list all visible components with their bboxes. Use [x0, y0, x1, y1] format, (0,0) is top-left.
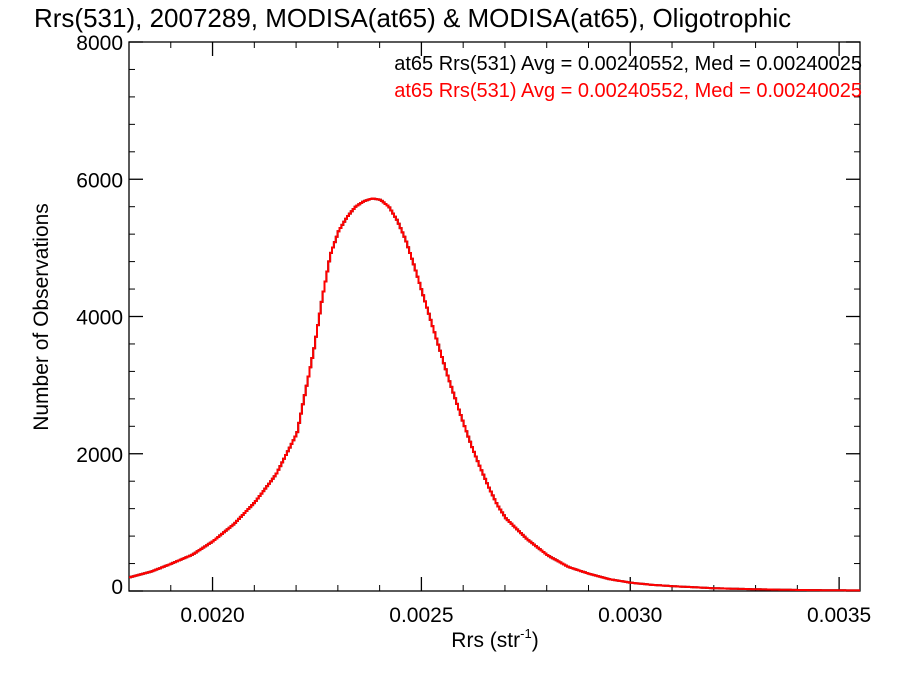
annotation-red: at65 Rrs(531) Avg = 0.00240552, Med = 0.… — [394, 80, 862, 102]
x-tick-label: 0.0035 — [807, 604, 871, 627]
plot-frame — [128, 41, 861, 592]
y-tick-label: 0 — [111, 576, 123, 599]
series-line-black — [129, 197, 860, 592]
x-axis: 0.0020 0.0025 0.0030 0.0035 — [128, 42, 871, 627]
x-tick-label: 0.0030 — [598, 604, 662, 627]
y-tick-label: 6000 — [76, 169, 123, 192]
y-axis-label: Number of Observations — [30, 203, 53, 431]
x-tick-label: 0.0025 — [389, 604, 453, 627]
x-axis-label: Rrs (str-1) — [451, 626, 538, 652]
y-tick-label: 2000 — [76, 444, 123, 467]
y-axis: 0 2000 4000 6000 8000 — [76, 32, 860, 599]
x-tick-label: 0.0020 — [180, 604, 244, 627]
x-axis-label-superscript: -1 — [520, 626, 532, 641]
annotation-black: at65 Rrs(531) Avg = 0.00240552, Med = 0.… — [394, 53, 862, 75]
y-tick-label: 4000 — [76, 307, 123, 330]
x-axis-label-close: ) — [532, 629, 539, 652]
x-axis-label-main: Rrs (str — [451, 629, 520, 652]
y-tick-label: 8000 — [76, 32, 123, 55]
chart-title: Rrs(531), 2007289, MODISA(at65) & MODISA… — [34, 3, 791, 33]
series-line-red — [129, 197, 860, 592]
